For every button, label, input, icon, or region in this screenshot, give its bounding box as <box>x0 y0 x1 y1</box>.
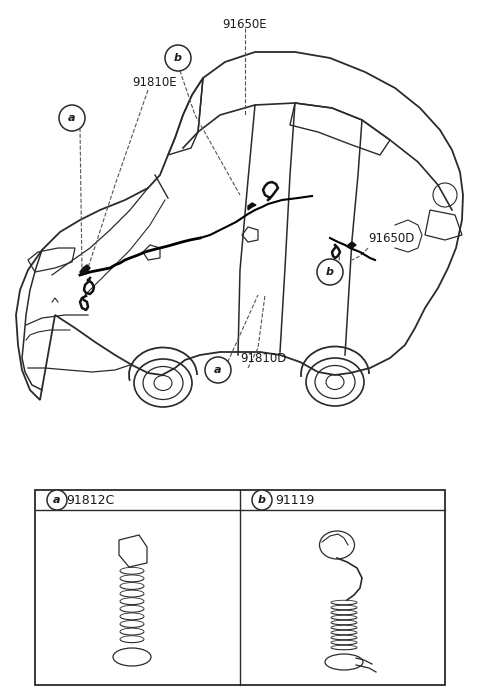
Text: 91119: 91119 <box>276 494 315 507</box>
Text: 91650D: 91650D <box>368 232 414 244</box>
Circle shape <box>47 490 67 510</box>
Polygon shape <box>80 265 90 275</box>
Polygon shape <box>248 203 256 210</box>
Text: 91812C: 91812C <box>66 494 114 507</box>
Text: 91810E: 91810E <box>132 76 177 88</box>
Circle shape <box>205 357 231 383</box>
Text: 91810D: 91810D <box>240 351 287 365</box>
Text: 91650E: 91650E <box>223 18 267 31</box>
Circle shape <box>59 105 85 131</box>
Text: a: a <box>68 113 76 123</box>
Text: a: a <box>214 365 222 375</box>
Circle shape <box>317 259 343 285</box>
Polygon shape <box>348 242 356 248</box>
Circle shape <box>252 490 272 510</box>
Text: a: a <box>53 495 61 505</box>
Circle shape <box>165 45 191 71</box>
Text: b: b <box>326 267 334 277</box>
Text: b: b <box>174 53 182 63</box>
Text: b: b <box>258 495 266 505</box>
